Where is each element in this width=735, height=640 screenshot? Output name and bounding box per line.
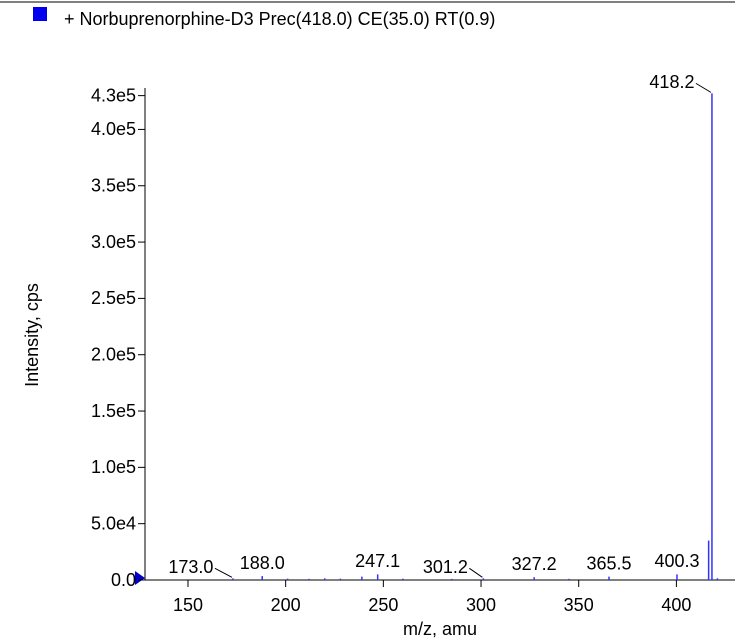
y-tick-label: 2.0e5 [91,344,136,364]
y-tick-label: 3.5e5 [91,175,136,195]
peak-label: 327.2 [512,554,557,574]
y-tick-label: 3.0e5 [91,232,136,252]
peak-label: 173.0 [168,557,213,577]
y-tick-label: 0.0 [111,570,136,590]
chart-title: + Norbuprenorphine-D3 Prec(418.0) CE(35.… [64,9,495,29]
y-tick-label: 4.3e5 [91,85,136,105]
y-axis-title: Intensity, cps [22,283,42,387]
peak-label: 188.0 [240,553,285,573]
peak-label: 247.1 [355,551,400,571]
y-tick-label: 2.5e5 [91,288,136,308]
label-leader [469,567,483,578]
y-tick-label: 1.0e5 [91,457,136,477]
peak-label: 418.2 [649,72,694,92]
legend-swatch [33,7,47,21]
label-leader [214,567,233,578]
x-tick-label: 300 [466,595,496,615]
x-tick-label: 350 [564,595,594,615]
x-tick-label: 250 [368,595,398,615]
peak-label: 400.3 [654,551,699,571]
y-tick-label: 5.0e4 [91,513,136,533]
y-tick-label: 4.0e5 [91,119,136,139]
x-tick-label: 400 [661,595,691,615]
y-tick-label: 1.5e5 [91,401,136,421]
peak-label: 301.2 [423,557,468,577]
origin-marker [135,571,145,585]
x-tick-label: 200 [271,595,301,615]
peak-label: 365.5 [586,553,631,573]
label-leader [695,82,712,93]
x-tick-label: 150 [173,595,203,615]
x-axis-title: m/z, amu [403,619,477,639]
